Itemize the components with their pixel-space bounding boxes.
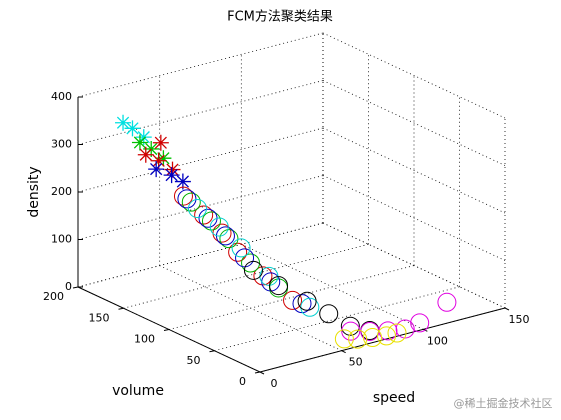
star-point — [131, 134, 148, 151]
grid-line — [322, 127, 506, 214]
star-point — [174, 173, 191, 190]
y-axis-label: volume — [112, 383, 164, 399]
tick-mark — [163, 329, 170, 331]
grid-line — [77, 32, 324, 98]
circle-point — [228, 242, 248, 262]
chart-title: FCM方法聚类结果 — [227, 9, 333, 25]
x-tick-label: 100 — [427, 334, 448, 347]
star-point — [137, 146, 154, 163]
tick-mark — [118, 307, 124, 310]
grid-line — [77, 80, 324, 145]
grid-line — [214, 286, 460, 352]
circle-point — [253, 266, 273, 286]
star-point — [150, 152, 167, 169]
circle-point — [341, 321, 361, 341]
circle-point — [348, 329, 368, 349]
circle-point — [319, 304, 339, 324]
z-axis-label: density — [26, 166, 42, 217]
x-axis-label: speed — [373, 390, 415, 406]
x-tick-label: 0 — [271, 377, 278, 390]
circle-point — [194, 205, 214, 225]
grid-line — [322, 32, 506, 119]
circle-point — [297, 291, 317, 311]
circle-point — [376, 326, 396, 346]
circle-point — [219, 229, 239, 249]
circle-point — [241, 253, 261, 273]
grid-line — [168, 265, 415, 330]
x-tick-label: 150 — [509, 313, 530, 326]
circle-point — [243, 260, 263, 280]
tick-mark — [254, 371, 261, 374]
grid-line — [77, 222, 324, 288]
circle-point — [187, 199, 207, 219]
grid-line — [322, 175, 506, 261]
circle-point — [340, 316, 360, 336]
circle-point — [209, 217, 229, 237]
grid-line — [322, 222, 506, 309]
grid-line — [322, 80, 506, 166]
tick-mark — [72, 286, 79, 289]
circle-point — [173, 186, 193, 206]
circle-point — [363, 327, 383, 347]
circle-point — [235, 248, 255, 268]
tick-mark — [504, 307, 510, 311]
y-tick-label: 50 — [187, 354, 201, 367]
star-point — [163, 167, 180, 184]
y-tick-label: 0 — [239, 375, 246, 388]
y-tick-label: 100 — [134, 333, 155, 346]
circle-point — [231, 238, 251, 258]
circle-point — [269, 276, 289, 296]
grid-line — [77, 222, 324, 288]
circle-point — [387, 323, 407, 343]
tick-mark — [259, 371, 265, 375]
star-point — [164, 161, 181, 178]
x-tick-label: 50 — [349, 356, 363, 369]
z-tick-label: 100 — [51, 233, 72, 246]
tick-mark — [341, 350, 346, 354]
circle-point — [283, 290, 303, 310]
circle-point — [198, 208, 218, 228]
grid-line — [77, 127, 324, 193]
tick-mark — [209, 350, 215, 353]
circle-point — [410, 313, 430, 333]
circle-point — [177, 189, 197, 209]
circle-point — [201, 211, 221, 231]
circle-point — [334, 329, 354, 349]
y-tick-label: 200 — [43, 290, 64, 303]
y-tick-label: 150 — [89, 311, 110, 324]
z-tick-label: 0 — [65, 280, 72, 293]
star-point — [115, 114, 132, 131]
circle-point — [181, 192, 201, 212]
circle-point — [395, 319, 415, 339]
star-point — [152, 134, 169, 151]
star-point — [124, 120, 141, 137]
axis-line — [259, 307, 506, 373]
z-tick-label: 300 — [51, 138, 72, 151]
star-point — [148, 161, 165, 178]
watermark: @稀土掘金技术社区 — [454, 396, 553, 410]
star-point — [135, 129, 152, 146]
grid-line — [77, 175, 324, 240]
z-tick-label: 400 — [51, 90, 72, 103]
star-point — [155, 150, 172, 167]
z-tick-label: 200 — [51, 185, 72, 198]
circle-point — [437, 292, 457, 312]
